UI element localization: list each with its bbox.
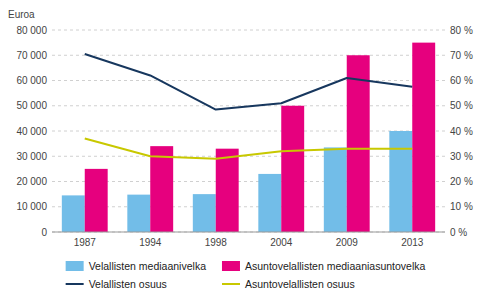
y-tick-label: 80 000 [16,25,47,36]
legend-label: Asuntovelallisten mediaaniasuntovelka [245,260,426,272]
bar [127,195,150,232]
x-tick-label: 2009 [336,237,359,248]
bar [347,55,370,232]
legend-swatch [222,283,240,285]
y2-tick-label: 50 % [450,100,473,111]
grid-line [52,80,445,81]
x-tick-label: 2013 [401,237,424,248]
legend-item: Asuntovelallisten mediaaniasuntovelka [222,260,426,272]
legend-item: Velallisten mediaanivelka [66,260,206,272]
y2-tick-label: 60 % [450,75,473,86]
bar [324,147,347,232]
bar [150,146,173,232]
y2-tick-label: 0 % [450,227,467,238]
y2-tick-label: 10 % [450,201,473,212]
legend-item: Asuntovelallisten osuus [222,278,355,290]
bar [216,149,239,232]
y-tick-label: 20 000 [16,176,47,187]
grid-line [52,131,445,132]
legend-label: Asuntovelallisten osuus [245,278,355,290]
grid-line [52,181,445,182]
marks [62,43,435,232]
legend-swatch [222,261,240,271]
bar [389,131,412,232]
x-tick-label: 1998 [205,237,228,248]
y2-tick-label: 20 % [450,176,473,187]
bar [85,169,108,232]
y-tick-label: 0 [41,227,47,238]
y2-tick-label: 40 % [450,126,473,137]
y-tick-label: 30 000 [16,151,47,162]
bar [193,194,216,232]
line [85,54,413,110]
legend: Velallisten mediaanivelka Asuntovelallist… [66,260,426,290]
y-tick-label: 70 000 [16,50,47,61]
x-tick-label: 1987 [74,237,97,248]
legend-swatch [66,283,84,285]
bar [62,195,85,232]
grid-line [52,206,445,207]
grid-line [52,30,445,31]
bar [258,174,281,232]
bar [412,43,435,232]
x-tick-label: 1994 [139,237,162,248]
x-axis-line [52,232,445,233]
legend-swatch [66,261,84,271]
y-tick-label: 60 000 [16,75,47,86]
legend-label: Velallisten mediaanivelka [89,260,206,272]
legend-item: Velallisten osuus [66,278,167,290]
y-tick-label: 50 000 [16,100,47,111]
y-tick-label: 40 000 [16,126,47,137]
y-tick-label: 10 000 [16,201,47,212]
line [85,139,413,159]
x-tick-label: 2004 [270,237,293,248]
y-axis-label: Euroa [8,9,35,20]
grid-line [52,55,445,56]
y2-tick-label: 30 % [450,151,473,162]
bar [281,106,304,232]
legend-label: Velallisten osuus [89,278,167,290]
y2-tick-label: 70 % [450,50,473,61]
chart: 0 10 000 20 000 30 000 40 000 50 000 60 000 70 … [0,0,491,302]
y2-tick-label: 80 % [450,25,473,36]
grid-line [52,232,445,233]
